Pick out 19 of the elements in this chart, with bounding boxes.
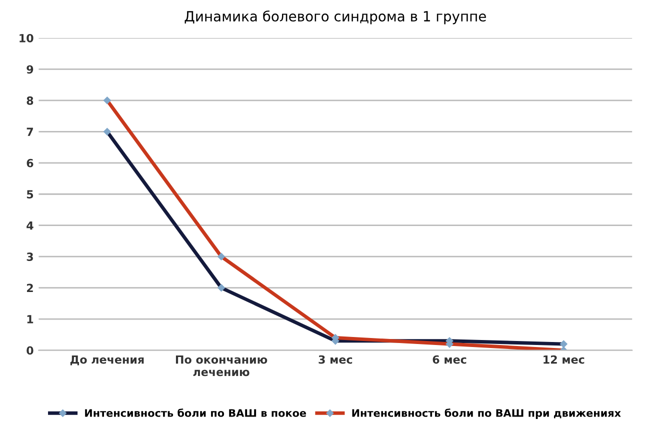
x-tick-label: 12 мес [544, 355, 584, 364]
x-tick-label: 3 мес [318, 355, 352, 364]
y-tick-label: 4 [26, 221, 34, 230]
legend-label: Интенсивность боли по ВАШ при движениях [352, 408, 621, 419]
y-tick-label: 5 [26, 190, 34, 198]
y-tick-label: 9 [26, 65, 34, 74]
y-tick-label: 10 [20, 34, 34, 42]
x-tick-label: До лечения [70, 355, 144, 366]
legend-label: Интенсивность боли по ВАШ в покое [85, 408, 306, 417]
y-tick-label: 6 [26, 158, 34, 168]
y-tick-label: 7 [26, 128, 33, 136]
chart-title: Динамика болевого синдрома в 1 группе [184, 10, 486, 24]
x-tick-label: По окончанию лечению [176, 355, 268, 376]
y-tick-label: 0 [26, 346, 34, 355]
y-tick-label: 8 [26, 96, 34, 105]
y-tick-label: 3 [26, 252, 33, 261]
y-tick-label: 2 [26, 284, 33, 292]
x-tick-label: 6 мес [432, 355, 466, 364]
y-tick-label: 1 [27, 315, 34, 324]
